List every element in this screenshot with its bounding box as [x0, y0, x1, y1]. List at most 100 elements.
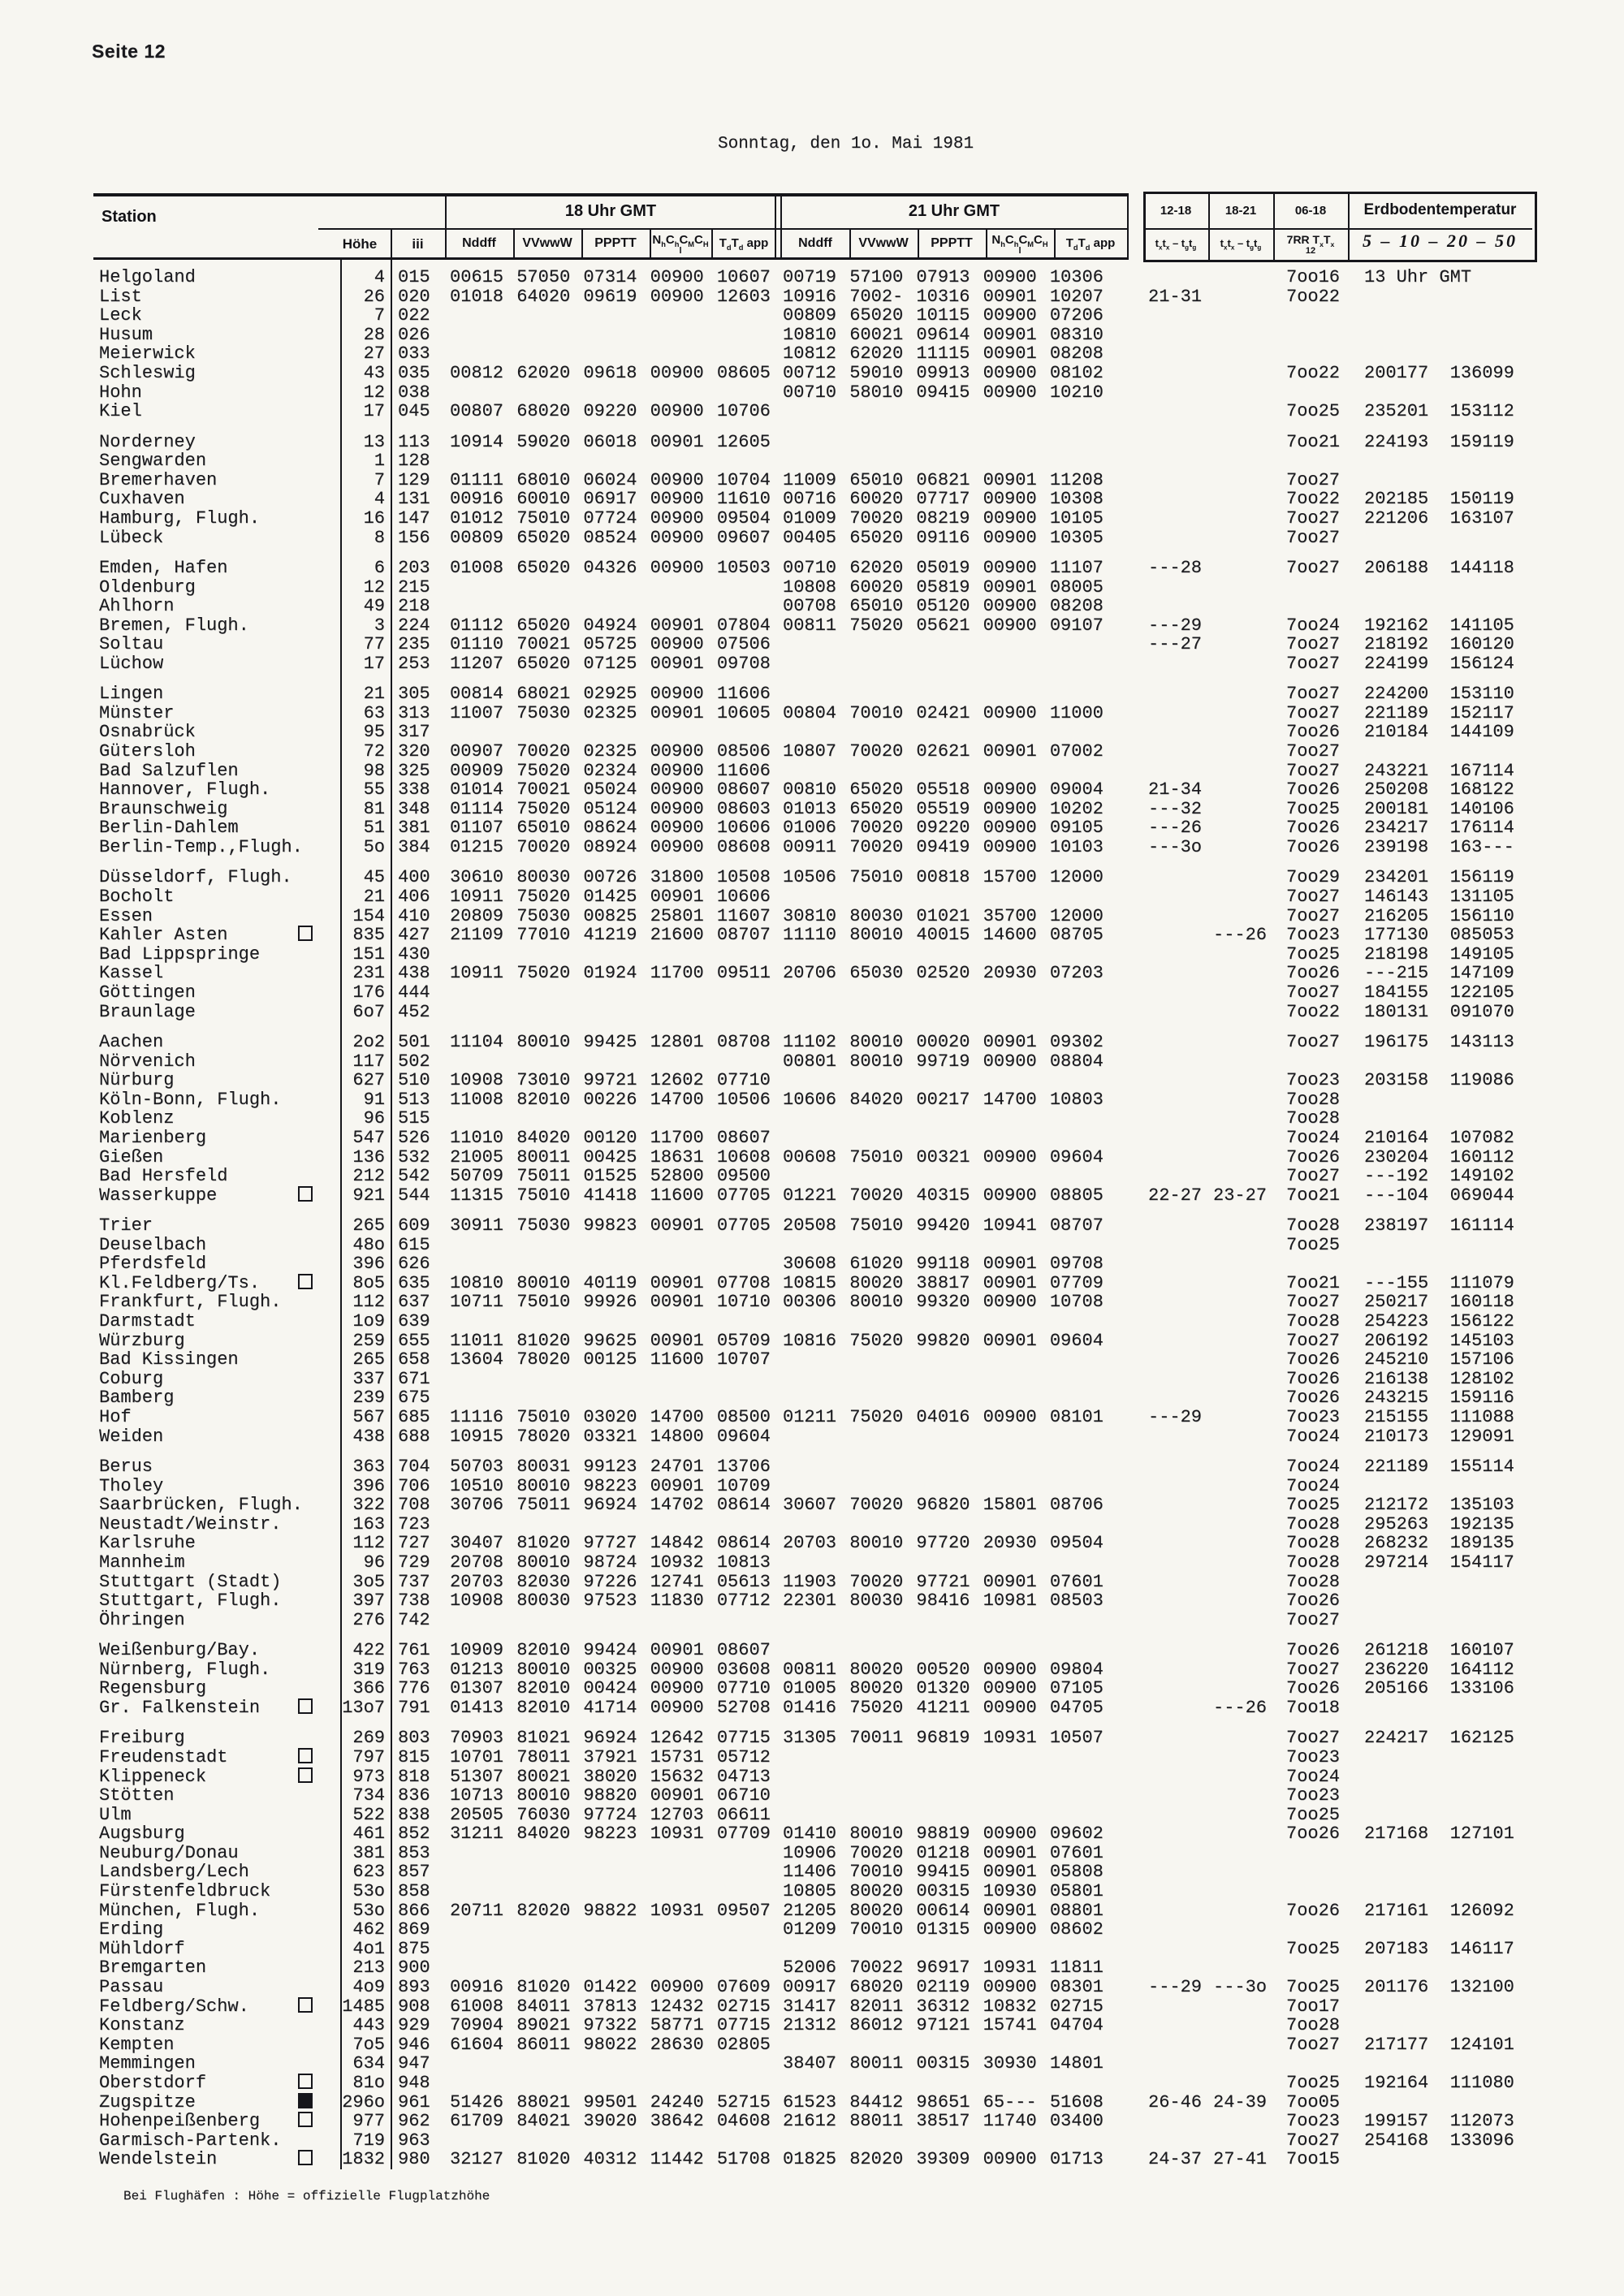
col-hoehe: 1485 — [342, 1996, 385, 2017]
col-7rr-value: 7oo27 — [1286, 702, 1341, 723]
station-symbol — [291, 1698, 320, 1719]
col-21utc-groups: 21205 80020 00614 00901 08801 — [783, 1900, 1104, 1921]
col-18utc-groups: 00814 68021 02925 00900 11606 — [450, 684, 771, 705]
col-7rr-value: 7oo24 — [1286, 615, 1341, 636]
col-erdboden-values: 210173 129091 — [1364, 1426, 1514, 1447]
table-row: Tholey 396 706 10510 80010 98223 00901 1070… — [0, 1477, 1624, 1496]
divider — [711, 228, 713, 260]
station-name: Kempten — [99, 2034, 175, 2055]
table-row: Braunlage 6o7 452 7oo22 180131 091070 — [0, 1001, 1624, 1022]
col-21utc-groups: 00712 59010 09913 00900 08102 — [783, 362, 1104, 383]
open-square-icon — [298, 1698, 313, 1714]
col-21utc-groups: 30810 80030 01021 35700 12000 — [783, 905, 1104, 926]
divider — [1273, 192, 1275, 260]
station-name: Nörvenich — [99, 1051, 196, 1072]
col-18utc-groups: 10810 80010 40119 00901 07708 — [450, 1272, 771, 1293]
col-hoehe: 8o5 — [352, 1272, 385, 1293]
col-hoehe: 163 — [352, 1513, 385, 1534]
table-row: Ahlhorn 49 218 00708 65010 05120 00900 0820… — [0, 597, 1624, 616]
col-header-nddff-21: Nddff — [798, 236, 832, 250]
col-18utc-groups: 61008 84011 37813 12432 02715 — [450, 1996, 771, 2017]
col-7rr-value: 7oo27 — [1286, 905, 1341, 926]
table-row: Freudenstadt 797 815 10701 78011 37921 1573… — [0, 1748, 1624, 1767]
col-subheader-7rr-12: 12 — [1305, 246, 1316, 256]
col-7rr-value: 7oo28 — [1286, 1552, 1341, 1573]
col-iii: 325 — [398, 760, 430, 781]
col-12-18-value: ---32 — [1148, 798, 1203, 819]
col-iii: 858 — [398, 1881, 430, 1902]
table-row: Coburg 337 671 7oo26 216138 128102 — [0, 1370, 1624, 1389]
station-name: Neustadt/Weinstr. — [99, 1513, 282, 1534]
col-hoehe: 21 — [363, 684, 385, 705]
col-hoehe: 977 — [352, 2111, 385, 2132]
divider — [1127, 193, 1129, 260]
col-hoehe: 3o5 — [352, 1571, 385, 1592]
col-hoehe: 835 — [352, 925, 385, 946]
station-name: Lüchow — [99, 653, 164, 674]
col-7rr-value: 7oo27 — [1286, 887, 1341, 907]
col-iii: 045 — [398, 401, 430, 422]
col-7rr-value: 7oo28 — [1286, 1571, 1341, 1592]
col-18utc-groups: 01110 70021 05725 00900 07506 — [450, 634, 771, 655]
col-7rr-value: 7oo27 — [1286, 469, 1341, 490]
col-iii: 675 — [398, 1388, 430, 1409]
col-hoehe: 51 — [363, 818, 385, 839]
station-name: Würzburg — [99, 1330, 185, 1351]
col-7rr-value: 7oo28 — [1286, 2015, 1341, 2036]
col-21utc-groups: 20706 65030 02520 20930 07203 — [783, 963, 1104, 984]
station-name: Koblenz — [99, 1108, 175, 1129]
col-iii: 791 — [398, 1697, 430, 1718]
col-hoehe: 734 — [352, 1785, 385, 1806]
table-row: Nörvenich 117 502 00801 80010 99719 00900 0… — [0, 1051, 1624, 1072]
col-hoehe: 72 — [363, 741, 385, 762]
col-hoehe: 627 — [352, 1070, 385, 1091]
col-12-18-value: ---29 — [1148, 1407, 1203, 1428]
col-iii: 803 — [398, 1728, 430, 1749]
col-hoehe: 3 — [374, 615, 385, 636]
col-iii: 635 — [398, 1272, 430, 1293]
col-erdboden-values: 202185 150119 — [1364, 489, 1514, 510]
col-iii: 218 — [398, 596, 430, 617]
col-21utc-groups: 11903 70020 97721 00901 07601 — [783, 1571, 1104, 1592]
col-7rr-value: 7oo05 — [1286, 2091, 1341, 2113]
col-21utc-groups: 01009 70020 08219 00900 10105 — [783, 507, 1104, 529]
col-iii: 875 — [398, 1938, 430, 1959]
col-21utc-groups: 30607 70020 96820 15801 08706 — [783, 1495, 1104, 1516]
col-21utc-groups: 11406 70010 99415 00901 05808 — [783, 1862, 1104, 1883]
col-7rr-value: 7oo26 — [1286, 1678, 1341, 1699]
station-name: Gr. Falkenstein — [99, 1697, 261, 1718]
col-21utc-groups: 31417 82011 36312 10832 02715 — [783, 1996, 1104, 2017]
col-hoehe: 6o7 — [352, 1001, 385, 1022]
col-iii: 020 — [398, 286, 430, 307]
station-name: Hohenpeißenberg — [99, 2111, 261, 2132]
col-hoehe: 55 — [363, 779, 385, 801]
col-21utc-groups: 52006 70022 96917 10931 11811 — [783, 1957, 1104, 1979]
table-row: Erding 462 869 01209 70010 01315 00900 0860… — [0, 1920, 1624, 1940]
table-row: Klippeneck 973 818 51307 80021 38020 15632 … — [0, 1767, 1624, 1787]
station-name: Karlsruhe — [99, 1533, 196, 1554]
col-7rr-value: 7oo18 — [1286, 1697, 1341, 1718]
col-erdboden-values: 212172 135103 — [1364, 1495, 1514, 1516]
col-hoehe: 26 — [363, 286, 385, 307]
table-row: Weißenburg/Bay. 422 761 10909 82010 99424 0… — [0, 1641, 1624, 1660]
col-erdboden-values: 254223 156122 — [1364, 1311, 1514, 1332]
station-name: Soltau — [99, 634, 164, 655]
col-erdboden-values: 196175 143113 — [1364, 1031, 1514, 1052]
col-18utc-groups: 01112 65020 04924 00901 07804 — [450, 615, 771, 636]
table-row: Emden, Hafen 6 203 01008 65020 04326 00900 … — [0, 559, 1624, 578]
col-iii: 438 — [398, 963, 430, 984]
station-name: Trier — [99, 1215, 153, 1236]
station-name: Oldenburg — [99, 576, 196, 598]
col-18utc-groups: 00909 75020 02324 00900 11606 — [450, 760, 771, 781]
col-7rr-value: 7oo27 — [1286, 684, 1341, 705]
col-12-18-value: ---29 — [1148, 1977, 1203, 1998]
table-row: Bad Hersfeld 212 542 50709 75011 01525 5280… — [0, 1167, 1624, 1186]
table-row: Memmingen 634 947 38407 80011 00315 30930 1… — [0, 2054, 1624, 2074]
col-21utc-groups: 00917 68020 02119 00900 08301 — [783, 1977, 1104, 1998]
col-hoehe: 319 — [352, 1659, 385, 1680]
col-21utc-groups: 31305 70011 96819 10931 10507 — [783, 1728, 1104, 1749]
col-hoehe: 212 — [352, 1166, 385, 1187]
station-name: Gütersloh — [99, 741, 196, 762]
col-18utc-groups: 00916 81020 01422 00900 07609 — [450, 1977, 771, 1998]
station-name: Ulm — [99, 1804, 132, 1825]
